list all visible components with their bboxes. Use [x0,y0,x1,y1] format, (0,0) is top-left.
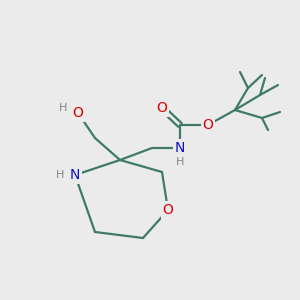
Text: N: N [70,168,80,182]
Text: H: H [59,103,67,113]
Text: O: O [202,118,213,132]
Text: H: H [56,170,64,180]
Text: H: H [176,157,184,167]
Text: O: O [163,203,173,217]
Text: N: N [175,141,185,155]
Text: O: O [73,106,83,120]
Text: O: O [157,101,167,115]
